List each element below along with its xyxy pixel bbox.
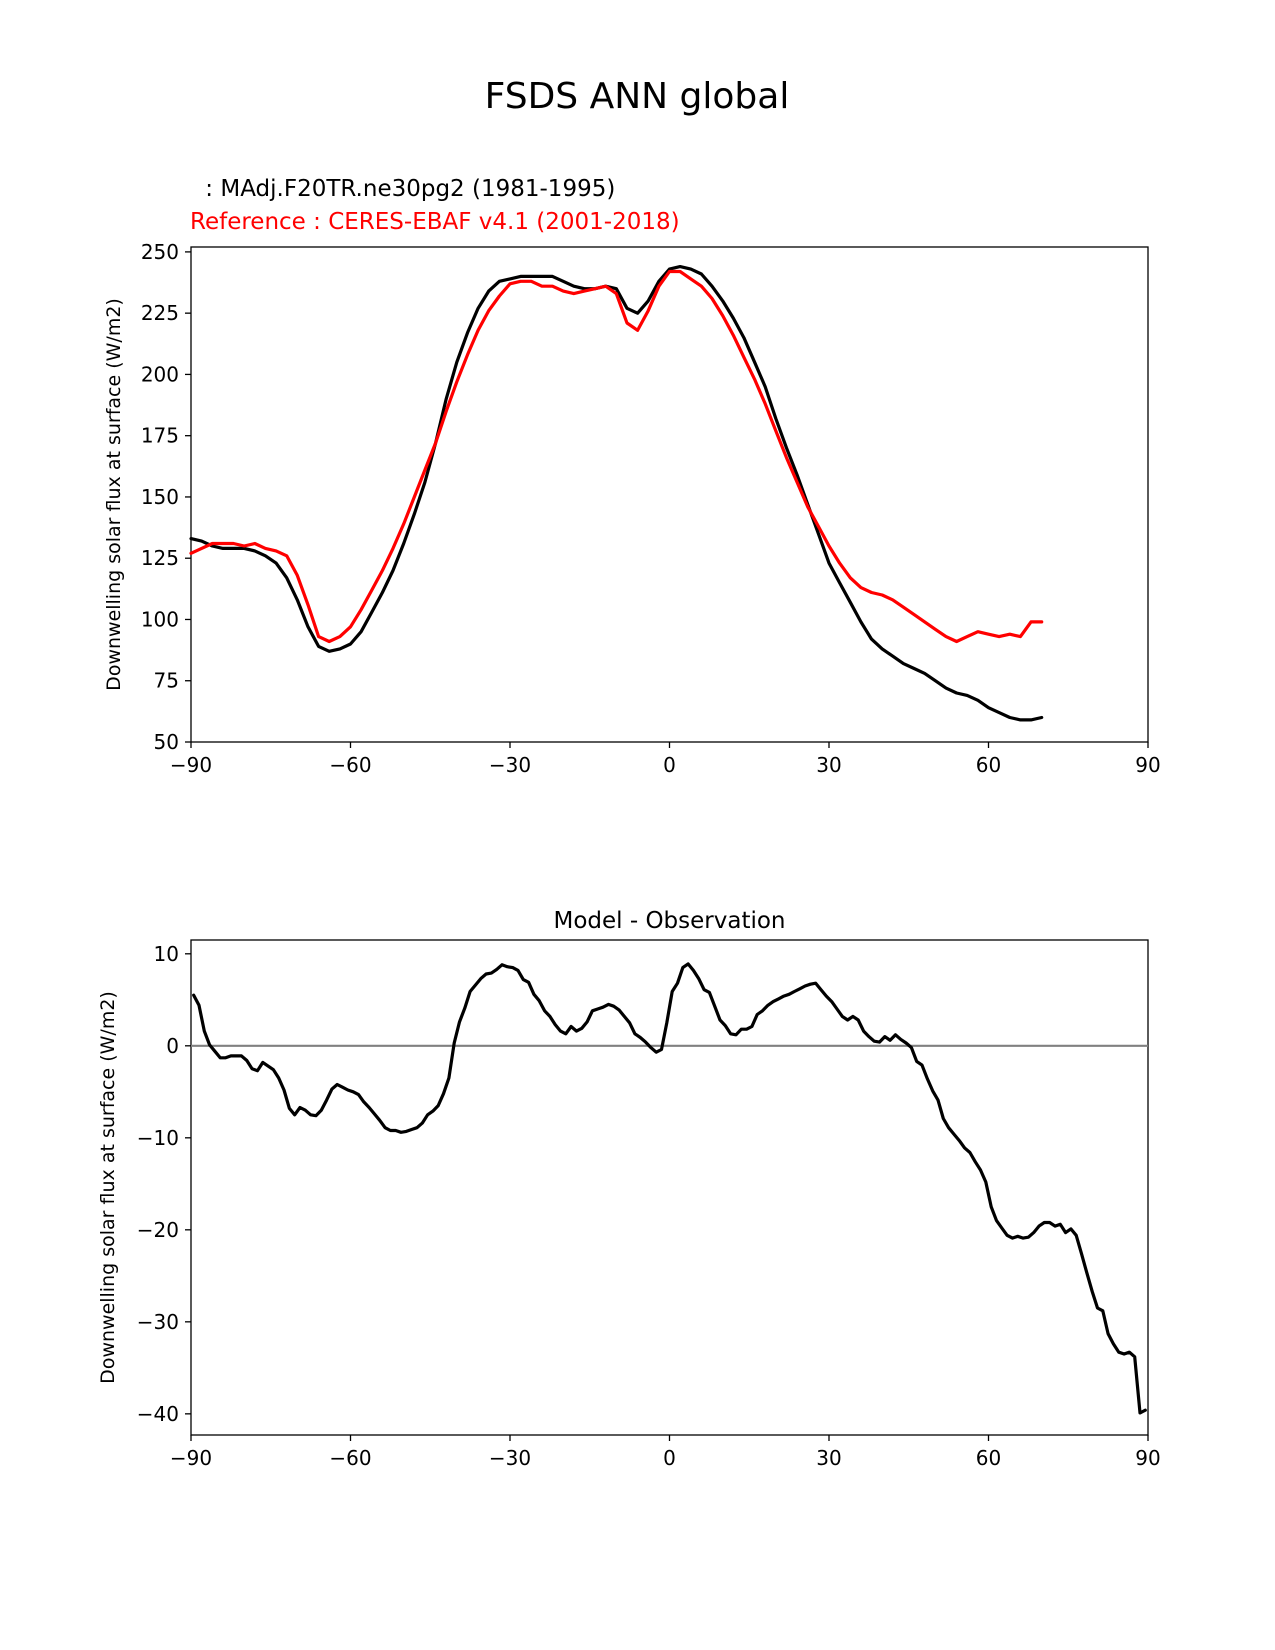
reference-series-line <box>189 269 1044 644</box>
x-tick-label: −30 <box>489 1446 531 1470</box>
y-tick-label: 50 <box>154 730 179 754</box>
top-y-axis-label: Downwelling solar flux at surface (W/m2) <box>103 298 125 691</box>
y-tick-label: 0 <box>166 1034 179 1058</box>
x-tick-label: 0 <box>663 1446 676 1470</box>
x-tick-label: 60 <box>976 753 1001 777</box>
y-tick-label: −40 <box>137 1402 179 1426</box>
y-tick-label: 125 <box>141 546 179 570</box>
reference-label: Reference : CERES-EBAF v4.1 (2001-2018) <box>190 209 680 235</box>
bottom-y-axis-label: Downwelling solar flux at surface (W/m2) <box>97 991 119 1384</box>
y-tick-label: −30 <box>137 1310 179 1334</box>
y-tick-label: −20 <box>137 1218 179 1242</box>
x-tick-label: 30 <box>816 1446 841 1470</box>
y-tick-label: 150 <box>141 485 179 509</box>
test-case-label: : MAdj.F20TR.ne30pg2 (1981-1995) <box>198 176 615 202</box>
test-series-line <box>189 265 1044 722</box>
x-tick-label: 90 <box>1135 753 1160 777</box>
bottom-plot-title: Model - Observation <box>553 908 785 934</box>
x-tick-label: −30 <box>489 753 531 777</box>
figure-title: FSDS ANN global <box>485 76 790 117</box>
x-tick-label: −90 <box>170 753 212 777</box>
x-tick-label: −60 <box>329 753 371 777</box>
y-tick-label: 250 <box>141 240 179 264</box>
y-tick-label: 10 <box>154 942 179 966</box>
x-tick-label: 30 <box>816 753 841 777</box>
difference-series-line <box>192 962 1147 1415</box>
x-tick-label: 0 <box>663 753 676 777</box>
top-plot-frame <box>190 246 1149 743</box>
bottom-difference-panel: Model - Observation Downwelling solar fl… <box>97 908 1161 1470</box>
x-tick-label: −60 <box>329 1446 371 1470</box>
x-tick-label: −90 <box>170 1446 212 1470</box>
y-tick-label: 175 <box>141 424 179 448</box>
y-tick-label: 75 <box>154 669 179 693</box>
x-tick-label: 60 <box>976 1446 1001 1470</box>
y-tick-label: 100 <box>141 607 179 631</box>
x-tick-label: 90 <box>1135 1446 1160 1470</box>
y-tick-label: 225 <box>141 301 179 325</box>
top-zonal-mean-panel: Downwelling solar flux at surface (W/m2)… <box>103 240 1161 777</box>
y-tick-label: 200 <box>141 362 179 386</box>
y-tick-label: −10 <box>137 1126 179 1150</box>
